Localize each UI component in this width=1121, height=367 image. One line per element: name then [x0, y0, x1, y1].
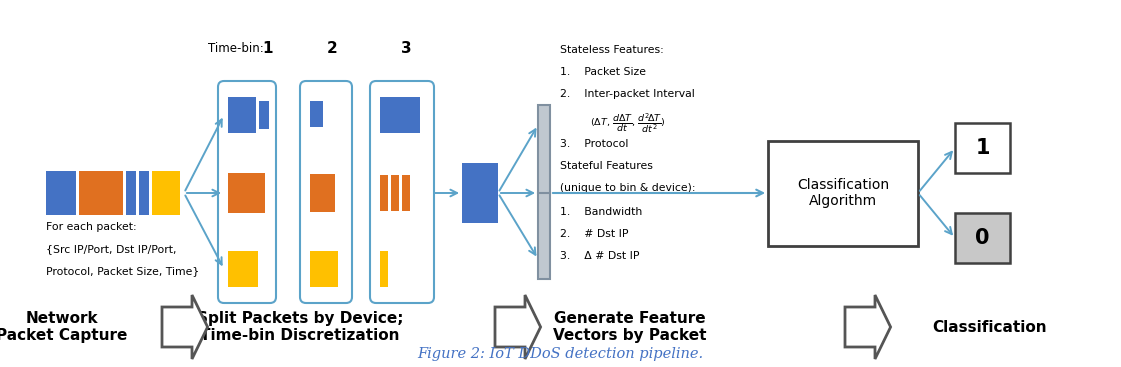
Polygon shape	[163, 295, 207, 359]
Bar	[380, 175, 388, 211]
Bar	[139, 171, 149, 215]
Bar	[380, 97, 420, 133]
Text: 1.    Bandwidth: 1. Bandwidth	[560, 207, 642, 217]
Text: 2.    Inter-packet Interval: 2. Inter-packet Interval	[560, 89, 695, 99]
Bar	[311, 101, 323, 127]
Bar	[228, 97, 256, 133]
Text: Figure 2: IoT DDoS detection pipeline.: Figure 2: IoT DDoS detection pipeline.	[417, 347, 704, 361]
Text: Stateful Features: Stateful Features	[560, 161, 652, 171]
Bar	[78, 171, 123, 215]
Text: 1: 1	[262, 41, 274, 57]
Text: Time-bin:: Time-bin:	[209, 43, 271, 55]
Bar	[538, 105, 550, 279]
Bar	[259, 101, 269, 129]
Bar	[228, 173, 265, 213]
Text: {Src IP/Port, Dst IP/Port,: {Src IP/Port, Dst IP/Port,	[46, 244, 176, 254]
Text: 2: 2	[326, 41, 337, 57]
Bar	[152, 171, 180, 215]
Text: 2.    # Dst IP: 2. # Dst IP	[560, 229, 629, 239]
Bar	[955, 213, 1010, 263]
Bar	[955, 123, 1010, 173]
Bar	[402, 175, 410, 211]
Text: 3.    Δ # Dst IP: 3. Δ # Dst IP	[560, 251, 639, 261]
Text: 3: 3	[400, 41, 411, 57]
Bar	[768, 141, 918, 246]
Text: ($\Delta T$, $\dfrac{d\Delta T}{dt}$, $\dfrac{d^{2}\!\Delta T}{dt^{2}}$): ($\Delta T$, $\dfrac{d\Delta T}{dt}$, $\…	[590, 111, 666, 135]
Text: Stateless Features:: Stateless Features:	[560, 45, 664, 55]
Text: Network
Packet Capture: Network Packet Capture	[0, 311, 128, 343]
Text: 0: 0	[975, 228, 990, 248]
Text: Classification
Algorithm: Classification Algorithm	[797, 178, 889, 208]
Text: (unique to bin & device):: (unique to bin & device):	[560, 183, 695, 193]
Bar	[380, 251, 388, 287]
Text: Split Packets by Device;
Time-bin Discretization: Split Packets by Device; Time-bin Discre…	[197, 311, 404, 343]
Text: 3.    Protocol: 3. Protocol	[560, 139, 629, 149]
Bar	[311, 251, 339, 287]
Text: 1.    Packet Size: 1. Packet Size	[560, 67, 646, 77]
Text: Classification: Classification	[933, 320, 1047, 334]
Text: Protocol, Packet Size, Time}: Protocol, Packet Size, Time}	[46, 266, 200, 276]
Polygon shape	[845, 295, 890, 359]
Text: For each packet:: For each packet:	[46, 222, 137, 232]
Bar	[228, 251, 258, 287]
Bar	[311, 174, 335, 212]
Bar	[391, 175, 399, 211]
Bar	[462, 163, 498, 223]
Bar	[126, 171, 136, 215]
Text: Generate Feature
Vectors by Packet: Generate Feature Vectors by Packet	[554, 311, 706, 343]
Bar	[46, 171, 76, 215]
Text: 1: 1	[975, 138, 990, 158]
Polygon shape	[495, 295, 540, 359]
